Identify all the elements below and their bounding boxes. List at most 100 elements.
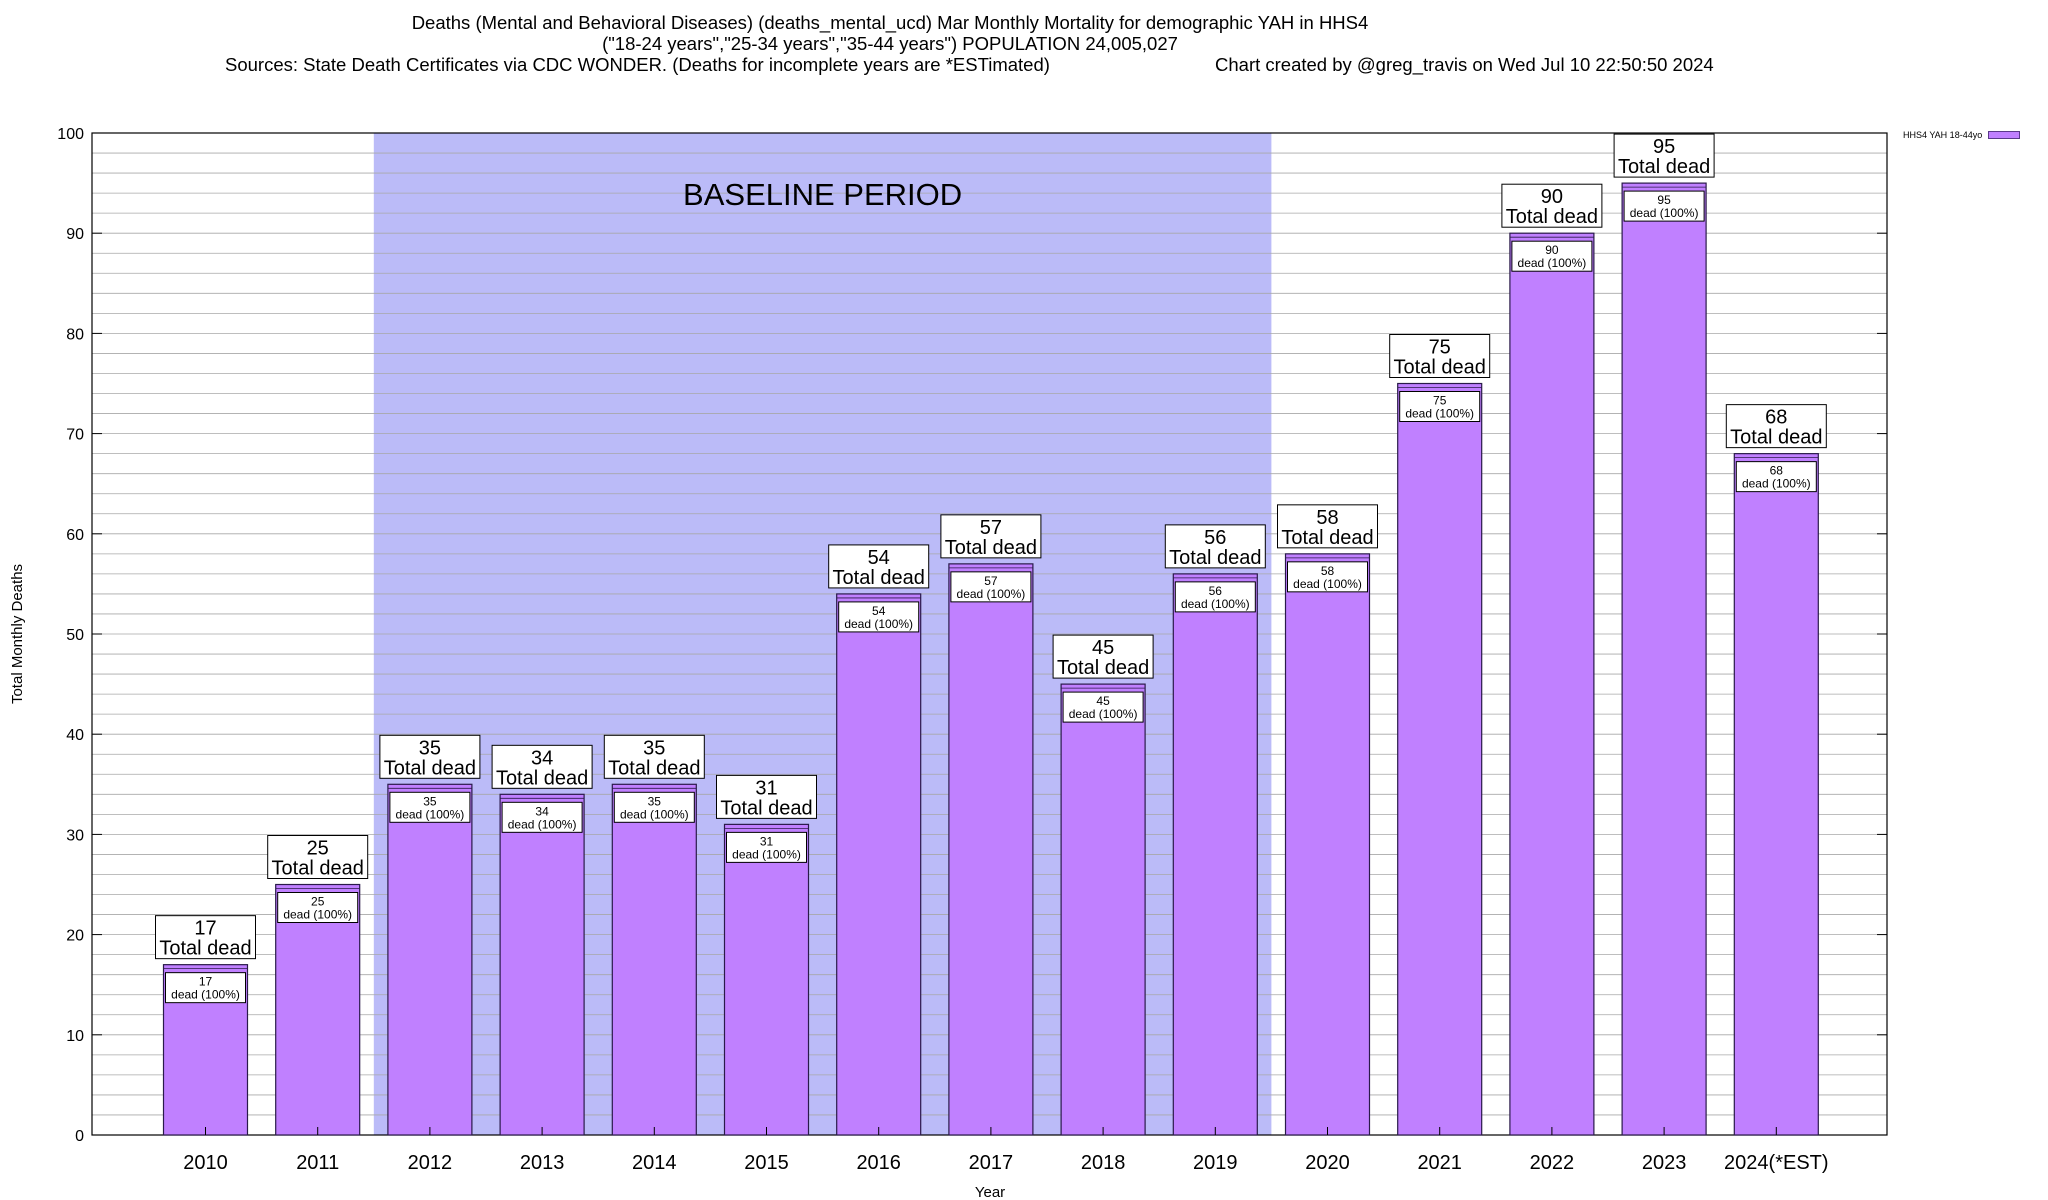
bar bbox=[387, 783, 473, 1136]
total-dead-label: Total dead bbox=[1057, 657, 1149, 679]
total-label-box bbox=[1725, 404, 1827, 449]
inner-percent-label: dead (100%) bbox=[957, 587, 1026, 601]
x-tick-label: 2010 bbox=[183, 1152, 228, 1174]
total-label-box bbox=[716, 774, 817, 819]
inner-value-label: 35 bbox=[423, 794, 437, 808]
x-tick-label: 2023 bbox=[1642, 1152, 1687, 1174]
x-tick-label: 2021 bbox=[1417, 1152, 1462, 1174]
chart-title-block: Deaths (Mental and Behavioral Diseases) … bbox=[0, 12, 1780, 54]
bar bbox=[1509, 232, 1595, 1136]
inner-value-label: 58 bbox=[1321, 564, 1335, 578]
x-tick-label: 2020 bbox=[1305, 1152, 1350, 1174]
y-tick-label: 50 bbox=[66, 627, 84, 644]
bar bbox=[1284, 553, 1371, 1136]
inner-percent-label: dead (100%) bbox=[844, 617, 913, 631]
total-dead-label: Total dead bbox=[384, 757, 476, 779]
bar bbox=[1621, 182, 1707, 1136]
inner-value-label: 31 bbox=[760, 834, 774, 848]
inner-label-box bbox=[165, 972, 246, 1004]
bar bbox=[1172, 573, 1258, 1136]
legend-swatch bbox=[1988, 131, 2021, 139]
inner-percent-label: dead (100%) bbox=[396, 807, 465, 821]
inner-label-box bbox=[726, 831, 807, 863]
total-label-box bbox=[1613, 133, 1715, 178]
total-label-box bbox=[1164, 524, 1266, 569]
inner-value-label: 17 bbox=[199, 975, 213, 989]
total-dead-label: Total dead bbox=[272, 858, 364, 880]
x-tick-label: 2014 bbox=[632, 1152, 677, 1174]
inner-value-label: 34 bbox=[535, 804, 549, 818]
total-dead-label: Total dead bbox=[1506, 206, 1598, 228]
inner-percent-label: dead (100%) bbox=[1293, 577, 1362, 591]
total-value-label: 58 bbox=[1316, 507, 1338, 529]
bar bbox=[1397, 382, 1483, 1136]
x-tick-label: 2016 bbox=[856, 1152, 901, 1174]
total-label-box bbox=[603, 734, 705, 779]
inner-label-box bbox=[1062, 691, 1144, 723]
bar bbox=[948, 563, 1034, 1136]
total-value-label: 57 bbox=[980, 517, 1002, 539]
bar bbox=[611, 783, 697, 1136]
total-value-label: 75 bbox=[1429, 337, 1451, 359]
total-dead-label: Total dead bbox=[159, 938, 251, 960]
total-dead-label: Total dead bbox=[720, 797, 812, 819]
bar bbox=[499, 793, 585, 1136]
total-label-box bbox=[828, 544, 930, 589]
inner-label-box bbox=[1399, 391, 1481, 422]
inner-value-label: 25 bbox=[311, 895, 325, 909]
total-value-label: 25 bbox=[307, 838, 329, 860]
x-tick-label: 2024(*EST) bbox=[1724, 1152, 1829, 1174]
inner-percent-label: dead (100%) bbox=[1405, 407, 1474, 421]
total-label-box bbox=[267, 835, 369, 879]
legend-label: HHS4 YAH 18-44yo bbox=[1903, 130, 1983, 140]
total-dead-label: Total dead bbox=[1730, 427, 1822, 449]
total-value-label: 95 bbox=[1653, 136, 1675, 158]
total-dead-label: Total dead bbox=[496, 767, 588, 789]
inner-value-label: 95 bbox=[1657, 193, 1671, 207]
bar bbox=[723, 823, 810, 1136]
y-tick-label: 30 bbox=[66, 827, 84, 844]
y-tick-label: 70 bbox=[66, 427, 84, 444]
x-tick-label: 2022 bbox=[1530, 1152, 1575, 1174]
inner-percent-label: dead (100%) bbox=[1630, 206, 1699, 220]
total-label-box bbox=[379, 734, 481, 779]
total-dead-label: Total dead bbox=[833, 567, 925, 589]
x-tick-label: 2012 bbox=[408, 1152, 453, 1174]
total-dead-label: Total dead bbox=[1281, 527, 1373, 549]
inner-value-label: 68 bbox=[1770, 464, 1784, 478]
x-tick-label: 2017 bbox=[969, 1152, 1014, 1174]
total-value-label: 54 bbox=[868, 547, 890, 569]
legend: HHS4 YAH 18-44yo bbox=[1903, 130, 2021, 140]
total-label-box bbox=[940, 514, 1042, 559]
y-tick-label: 20 bbox=[66, 928, 84, 945]
y-tick-label: 80 bbox=[66, 326, 84, 343]
chart-credit: Chart created by @greg_travis on Wed Jul… bbox=[1215, 54, 1714, 75]
total-value-label: 56 bbox=[1204, 527, 1226, 549]
inner-percent-label: dead (100%) bbox=[1069, 707, 1138, 721]
x-tick-label: 2013 bbox=[520, 1152, 565, 1174]
total-label-box bbox=[1501, 183, 1603, 228]
inner-label-box bbox=[1623, 190, 1705, 222]
x-tick-label: 2011 bbox=[296, 1152, 339, 1174]
total-value-label: 34 bbox=[531, 747, 553, 769]
y-axis-label: Total Monthly Deaths bbox=[9, 564, 26, 704]
total-label-box bbox=[491, 744, 593, 789]
inner-label-box bbox=[1174, 581, 1256, 613]
y-tick-label: 40 bbox=[66, 727, 84, 744]
inner-percent-label: dead (100%) bbox=[1742, 477, 1811, 491]
y-tick-label: 90 bbox=[66, 226, 84, 243]
inner-label-box bbox=[838, 601, 920, 633]
inner-label-box bbox=[1511, 240, 1593, 272]
total-label-box bbox=[1277, 504, 1378, 549]
inner-label-box bbox=[1287, 561, 1368, 593]
inner-value-label: 45 bbox=[1096, 694, 1110, 708]
y-tick-label: 100 bbox=[57, 126, 84, 143]
chart-subtitle: ("18-24 years","25-34 years","35-44 year… bbox=[602, 33, 1178, 54]
inner-percent-label: dead (100%) bbox=[283, 908, 352, 922]
x-tick-label: 2018 bbox=[1081, 1152, 1126, 1174]
inner-label-box bbox=[1735, 461, 1817, 493]
y-tick-label: 10 bbox=[66, 1028, 84, 1045]
inner-percent-label: dead (100%) bbox=[1518, 256, 1587, 270]
total-label-box bbox=[1389, 334, 1491, 378]
